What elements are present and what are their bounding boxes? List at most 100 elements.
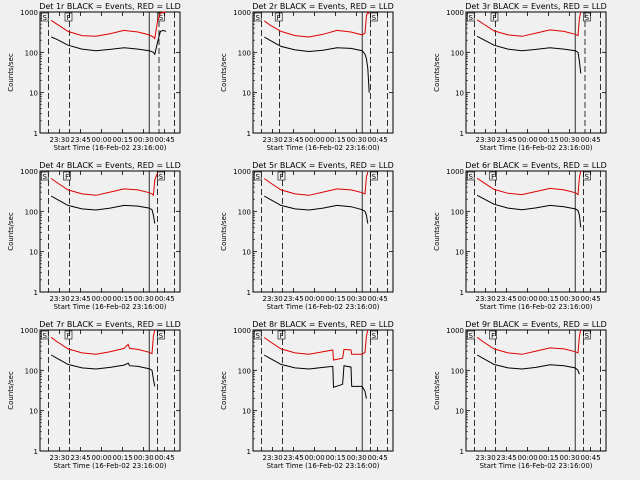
x-tick-label: 00:15	[113, 454, 133, 462]
y-tick-label: 100	[451, 367, 464, 375]
x-tick-label: 00:30	[560, 454, 580, 462]
marker-label: S	[42, 332, 47, 340]
x-tick-label: 00:15	[113, 136, 133, 144]
marker-box	[64, 12, 73, 22]
y-tick-label: 100	[25, 367, 38, 375]
x-tick-label: 00:30	[347, 454, 367, 462]
x-tick-label: 00:45	[368, 454, 388, 462]
x-tick-label: 00:30	[347, 136, 367, 144]
marker-label: S	[255, 14, 260, 22]
marker-label: F	[277, 14, 281, 22]
x-tick-label: 00:30	[560, 295, 580, 303]
x-tick-label: 23:45	[284, 136, 304, 144]
marker-box	[157, 330, 165, 340]
x-tick-label: 00:30	[347, 295, 367, 303]
lld-series-line	[50, 11, 167, 40]
marker-box	[466, 330, 475, 340]
marker-label: S	[585, 173, 590, 181]
y-tick-label: 10	[242, 90, 251, 98]
x-tick-label: 23:45	[497, 295, 517, 303]
marker-box	[277, 330, 286, 340]
marker-label: S	[372, 173, 377, 181]
marker-label: S	[42, 14, 47, 22]
marker-label: F	[491, 173, 495, 181]
panel-title: Det 6r BLACK = Events, RED = LLD	[465, 161, 607, 170]
marker-label: S	[42, 173, 47, 181]
marker-label: S	[585, 332, 590, 340]
y-tick-label: 1000	[446, 9, 464, 17]
x-tick-label: 00:45	[581, 136, 601, 144]
x-tick-label: 23:30	[476, 136, 496, 144]
x-tick-label: 23:30	[50, 454, 70, 462]
y-tick-label: 10	[242, 249, 251, 257]
x-tick-label: 00:30	[560, 136, 580, 144]
events-series-line	[476, 354, 580, 375]
panel-title: Det 3r BLACK = Events, RED = LLD	[465, 2, 607, 11]
x-tick-label: 00:00	[518, 136, 538, 144]
panel-title: Det 4r BLACK = Events, RED = LLD	[39, 161, 181, 170]
y-tick-label: 1	[247, 130, 251, 138]
y-tick-label: 1	[460, 130, 464, 138]
y-axis-label: Counts/sec	[433, 53, 441, 92]
marker-box	[274, 12, 283, 22]
lld-series-line	[50, 329, 156, 355]
y-tick-label: 1000	[20, 9, 38, 17]
x-tick-label: 23:45	[71, 454, 91, 462]
plot-frame	[465, 329, 607, 452]
x-axis-label: Start Time (16-Feb-02 23:16:00)	[479, 144, 592, 152]
marker-box	[466, 171, 475, 181]
marker-box	[40, 171, 49, 181]
x-axis-label: Start Time (16-Feb-02 23:16:00)	[266, 144, 379, 152]
detector-panel: Det 1r BLACK = Events, RED = LLD 1 10 100 10…	[7, 2, 181, 152]
marker-label: S	[159, 332, 164, 340]
plot-frame	[39, 170, 181, 293]
marker-box	[583, 330, 591, 340]
detector-panel: Det 3r BLACK = Events, RED = LLD 1 10 100 10…	[433, 2, 607, 152]
events-series-line	[50, 195, 156, 224]
marker-box	[490, 12, 499, 22]
y-tick-label: 100	[238, 367, 251, 375]
y-tick-label: 100	[25, 208, 38, 216]
panel-title: Det 2r BLACK = Events, RED = LLD	[252, 2, 394, 11]
marker-box	[583, 12, 591, 22]
x-tick-label: 00:45	[581, 295, 601, 303]
y-tick-label: 1	[460, 448, 464, 456]
x-tick-label: 23:30	[476, 454, 496, 462]
x-tick-label: 00:00	[305, 136, 325, 144]
x-tick-label: 00:45	[155, 295, 175, 303]
x-tick-label: 23:45	[497, 136, 517, 144]
x-tick-label: 00:00	[92, 295, 112, 303]
x-tick-label: 00:00	[92, 454, 112, 462]
marker-label: S	[372, 332, 377, 340]
marker-label: S	[159, 173, 164, 181]
panel-title: Det 8r BLACK = Events, RED = LLD	[252, 320, 394, 329]
x-tick-label: 00:15	[326, 295, 346, 303]
y-tick-label: 1000	[446, 168, 464, 176]
y-tick-label: 1	[34, 289, 38, 297]
plot-frame	[252, 329, 394, 452]
y-tick-label: 100	[451, 208, 464, 216]
y-tick-label: 100	[238, 208, 251, 216]
marker-label: F	[491, 332, 495, 340]
events-series-line	[50, 354, 156, 387]
events-series-line	[51, 29, 167, 56]
y-tick-label: 1	[34, 130, 38, 138]
x-axis-label: Start Time (16-Feb-02 23:16:00)	[479, 462, 592, 470]
plot-frame	[39, 329, 181, 452]
marker-box	[277, 171, 286, 181]
x-tick-label: 00:30	[134, 454, 154, 462]
plot-frame	[465, 11, 607, 134]
plot-frame	[465, 170, 607, 293]
lld-series-line	[476, 329, 582, 355]
plot-frame	[252, 170, 394, 293]
x-axis-label: Start Time (16-Feb-02 23:16:00)	[266, 303, 379, 311]
x-tick-label: 23:30	[263, 136, 283, 144]
marker-label: F	[279, 332, 283, 340]
y-tick-label: 1000	[20, 168, 38, 176]
lld-series-line	[476, 170, 582, 196]
marker-label: S	[255, 173, 260, 181]
x-tick-label: 23:30	[263, 454, 283, 462]
marker-label: F	[279, 173, 283, 181]
x-tick-label: 00:00	[92, 136, 112, 144]
x-tick-label: 00:45	[368, 136, 388, 144]
